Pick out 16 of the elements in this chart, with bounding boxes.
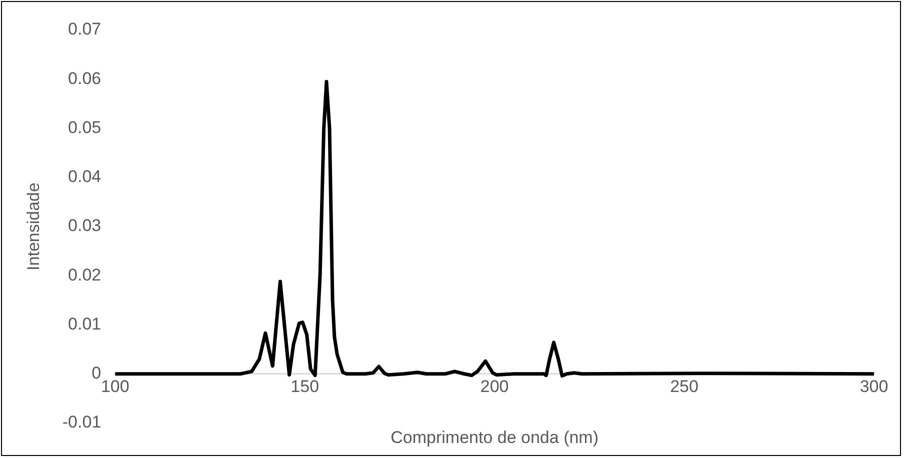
x-tick-label: 150 (290, 376, 320, 396)
y-tick-label: 0.06 (68, 68, 102, 88)
x-tick-label: 100 (100, 376, 130, 396)
x-tick-label: 250 (670, 376, 698, 396)
y-tick-label: -0.01 (62, 412, 102, 432)
y-tick-label: 0.04 (68, 167, 102, 186)
y-tick-label: 0.03 (68, 216, 102, 236)
x-tick-label: 200 (480, 376, 509, 396)
y-tick-label: 0.05 (68, 118, 102, 137)
y-axis-title: Intensidade (24, 182, 43, 270)
x-axis-title: Comprimento de onda (nm) (390, 428, 599, 448)
y-tick-label: 0 (92, 364, 102, 383)
y-tick-label: 0.01 (68, 314, 102, 334)
y-tick-label: 0.07 (68, 20, 102, 39)
y-tick-label: 0.02 (68, 265, 102, 284)
x-tick-label: 300 (860, 376, 888, 396)
